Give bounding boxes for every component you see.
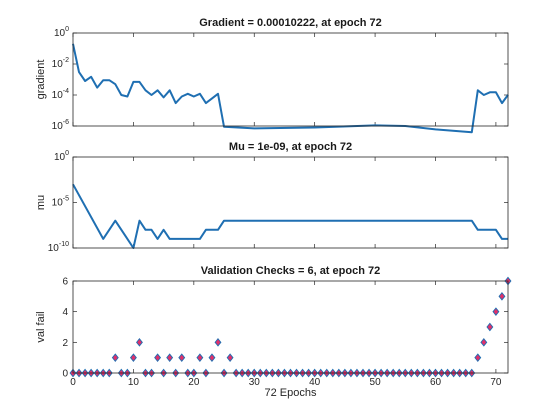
- data-point: [227, 354, 233, 361]
- panel-title: Validation Checks = 6, at epoch 72: [201, 265, 380, 277]
- x-tick-label: 20: [188, 377, 200, 388]
- axes-frame: [73, 157, 508, 248]
- series-line: [73, 184, 508, 248]
- y-tick-label: 100: [54, 150, 69, 163]
- x-tick-label: 0: [70, 377, 76, 388]
- data-point: [475, 354, 481, 361]
- panel-3: Validation Checks = 6, at epoch 72 val fa…: [35, 265, 511, 399]
- y-tick-label: 4: [62, 307, 68, 318]
- x-tick-label: 70: [490, 377, 502, 388]
- data-point: [493, 308, 499, 315]
- panel-1: Gradient = 0.00010222, at epoch 72 gradie…: [35, 17, 508, 132]
- data-point: [215, 339, 221, 346]
- data-point: [112, 354, 118, 361]
- series-line: [73, 44, 508, 132]
- data-point: [481, 339, 487, 346]
- data-point: [179, 354, 185, 361]
- x-tick-label: 10: [128, 377, 140, 388]
- y-tick-label: 10-4: [52, 88, 69, 101]
- panel-title: Mu = 1e-09, at epoch 72: [229, 141, 352, 153]
- data-point: [131, 354, 137, 361]
- y-tick-label: 10-6: [52, 119, 69, 132]
- panel-2: Mu = 1e-09, at epoch 72 mu 100 10-5 10-10: [35, 141, 508, 254]
- axes-frame: [73, 281, 508, 373]
- y-tick-label: 10-5: [52, 196, 69, 209]
- y-tick-label: 6: [62, 277, 68, 288]
- axes-frame: [73, 33, 508, 126]
- data-point: [137, 339, 143, 346]
- y-axis-label: gradient: [35, 60, 47, 100]
- y-axis-label: val fail: [35, 311, 47, 342]
- y-tick-label: 0: [62, 369, 68, 380]
- x-axis-label: 72 Epochs: [265, 387, 317, 399]
- y-axis-label: mu: [35, 195, 47, 210]
- y-tick-label: 100: [54, 26, 69, 39]
- y-tick-label: 2: [62, 338, 68, 349]
- y-tick-label: 10-10: [48, 241, 69, 254]
- y-tick-label: 10-2: [52, 57, 69, 70]
- data-point: [197, 354, 203, 361]
- data-point: [167, 354, 173, 361]
- x-tick-label: 60: [430, 377, 442, 388]
- x-tick-label: 50: [370, 377, 382, 388]
- panel-title: Gradient = 0.00010222, at epoch 72: [199, 17, 382, 29]
- x-tick-label: 30: [249, 377, 261, 388]
- data-point: [487, 323, 493, 330]
- data-point: [209, 354, 215, 361]
- data-point: [155, 354, 161, 361]
- data-point: [499, 293, 505, 300]
